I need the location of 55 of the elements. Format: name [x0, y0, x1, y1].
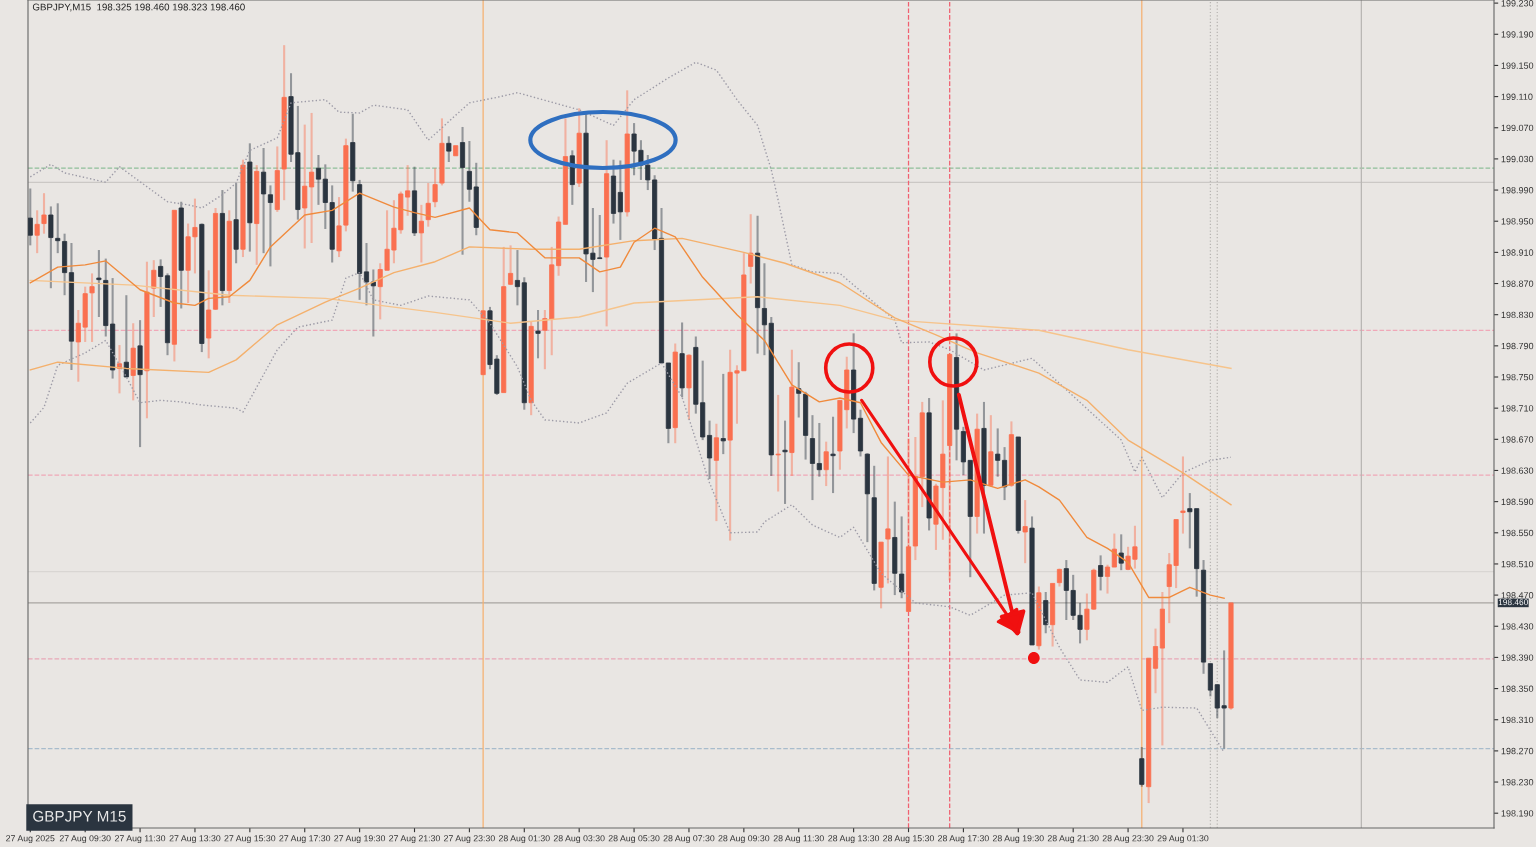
y-tick-label: 198.750 [1501, 373, 1534, 381]
x-tick-label: 27 Aug 2025 [6, 835, 55, 844]
y-tick-label: 198.310 [1501, 716, 1534, 724]
x-tick-label: 28 Aug 13:30 [828, 835, 880, 844]
y-tick-label: 198.870 [1501, 280, 1534, 287]
annotation: GBPJPY M15 [33, 810, 126, 822]
y-tick-label: 198.350 [1501, 685, 1534, 692]
line-series [29, 279, 1232, 370]
y-tick-label: 198.390 [1501, 654, 1534, 661]
x-tick-label: 28 Aug 23:30 [1102, 835, 1154, 844]
y-tick-label: 198.230 [1501, 779, 1534, 786]
y-tick-label: 198.270 [1501, 747, 1534, 755]
x-tick-label: 28 Aug 03:30 [553, 835, 605, 844]
x-tick-label: 27 Aug 21:30 [389, 835, 440, 844]
line-series [29, 192, 1225, 599]
x-tick-label: 27 Aug 23:30 [444, 835, 495, 844]
y-tick-label: 198.510 [1501, 560, 1534, 568]
y-tick-label: 199.230 [1501, 0, 1534, 7]
y-tick-label: 198.590 [1501, 498, 1534, 505]
ref-line-label: 198.460 [1498, 599, 1528, 606]
x-tick-label: 27 Aug 15:30 [224, 835, 276, 844]
x-tick-label: 28 Aug 17:30 [938, 835, 989, 844]
y-tick-label: 198.190 [1501, 810, 1534, 817]
x-tick-label: 28 Aug 05:30 [608, 835, 660, 844]
y-tick-label: 199.110 [1501, 93, 1533, 100]
x-tick-label: 27 Aug 13:30 [169, 835, 221, 844]
x-tick-label: 28 Aug 19:30 [992, 835, 1044, 844]
x-tick-label: 27 Aug 11:30 [115, 835, 166, 844]
y-tick-label: 198.670 [1501, 436, 1534, 443]
y-tick-label: 198.990 [1501, 187, 1534, 194]
x-tick-label: 27 Aug 19:30 [334, 835, 386, 844]
y-tick-label: 198.470 [1501, 592, 1534, 599]
x-tick-label: 28 Aug 09:30 [718, 835, 770, 844]
y-tick-label: 198.910 [1501, 249, 1534, 256]
x-tick-label: 28 Aug 15:30 [883, 835, 934, 844]
y-tick-label: 198.950 [1501, 218, 1534, 225]
chart-title: GBPJPY,M15 198.325 198.460 198.323 198.460 [32, 3, 245, 12]
y-tick-label: 198.790 [1501, 342, 1534, 350]
y-tick-label: 199.070 [1501, 124, 1534, 132]
x-tick-label: 29 Aug 01:30 [1157, 835, 1209, 844]
x-tick-label: 28 Aug 01:30 [498, 835, 550, 844]
y-tick-label: 198.630 [1501, 467, 1534, 474]
y-tick-label: 199.150 [1501, 62, 1534, 69]
line-series [29, 61, 1232, 499]
x-tick-label: 27 Aug 09:30 [59, 835, 111, 844]
y-tick-label: 198.830 [1501, 311, 1534, 319]
y-tick-label: 199.030 [1501, 155, 1534, 163]
y-tick-label: 198.430 [1501, 623, 1534, 630]
x-tick-label: 27 Aug 17:30 [279, 835, 331, 844]
x-tick-label: 28 Aug 11:30 [773, 835, 824, 844]
x-tick-label: 28 Aug 21:30 [1047, 835, 1099, 844]
y-tick-label: 198.550 [1501, 529, 1534, 537]
y-tick-label: 199.190 [1501, 31, 1534, 38]
x-tick-label: 28 Aug 07:30 [663, 835, 715, 844]
y-tick-label: 198.710 [1501, 405, 1534, 412]
